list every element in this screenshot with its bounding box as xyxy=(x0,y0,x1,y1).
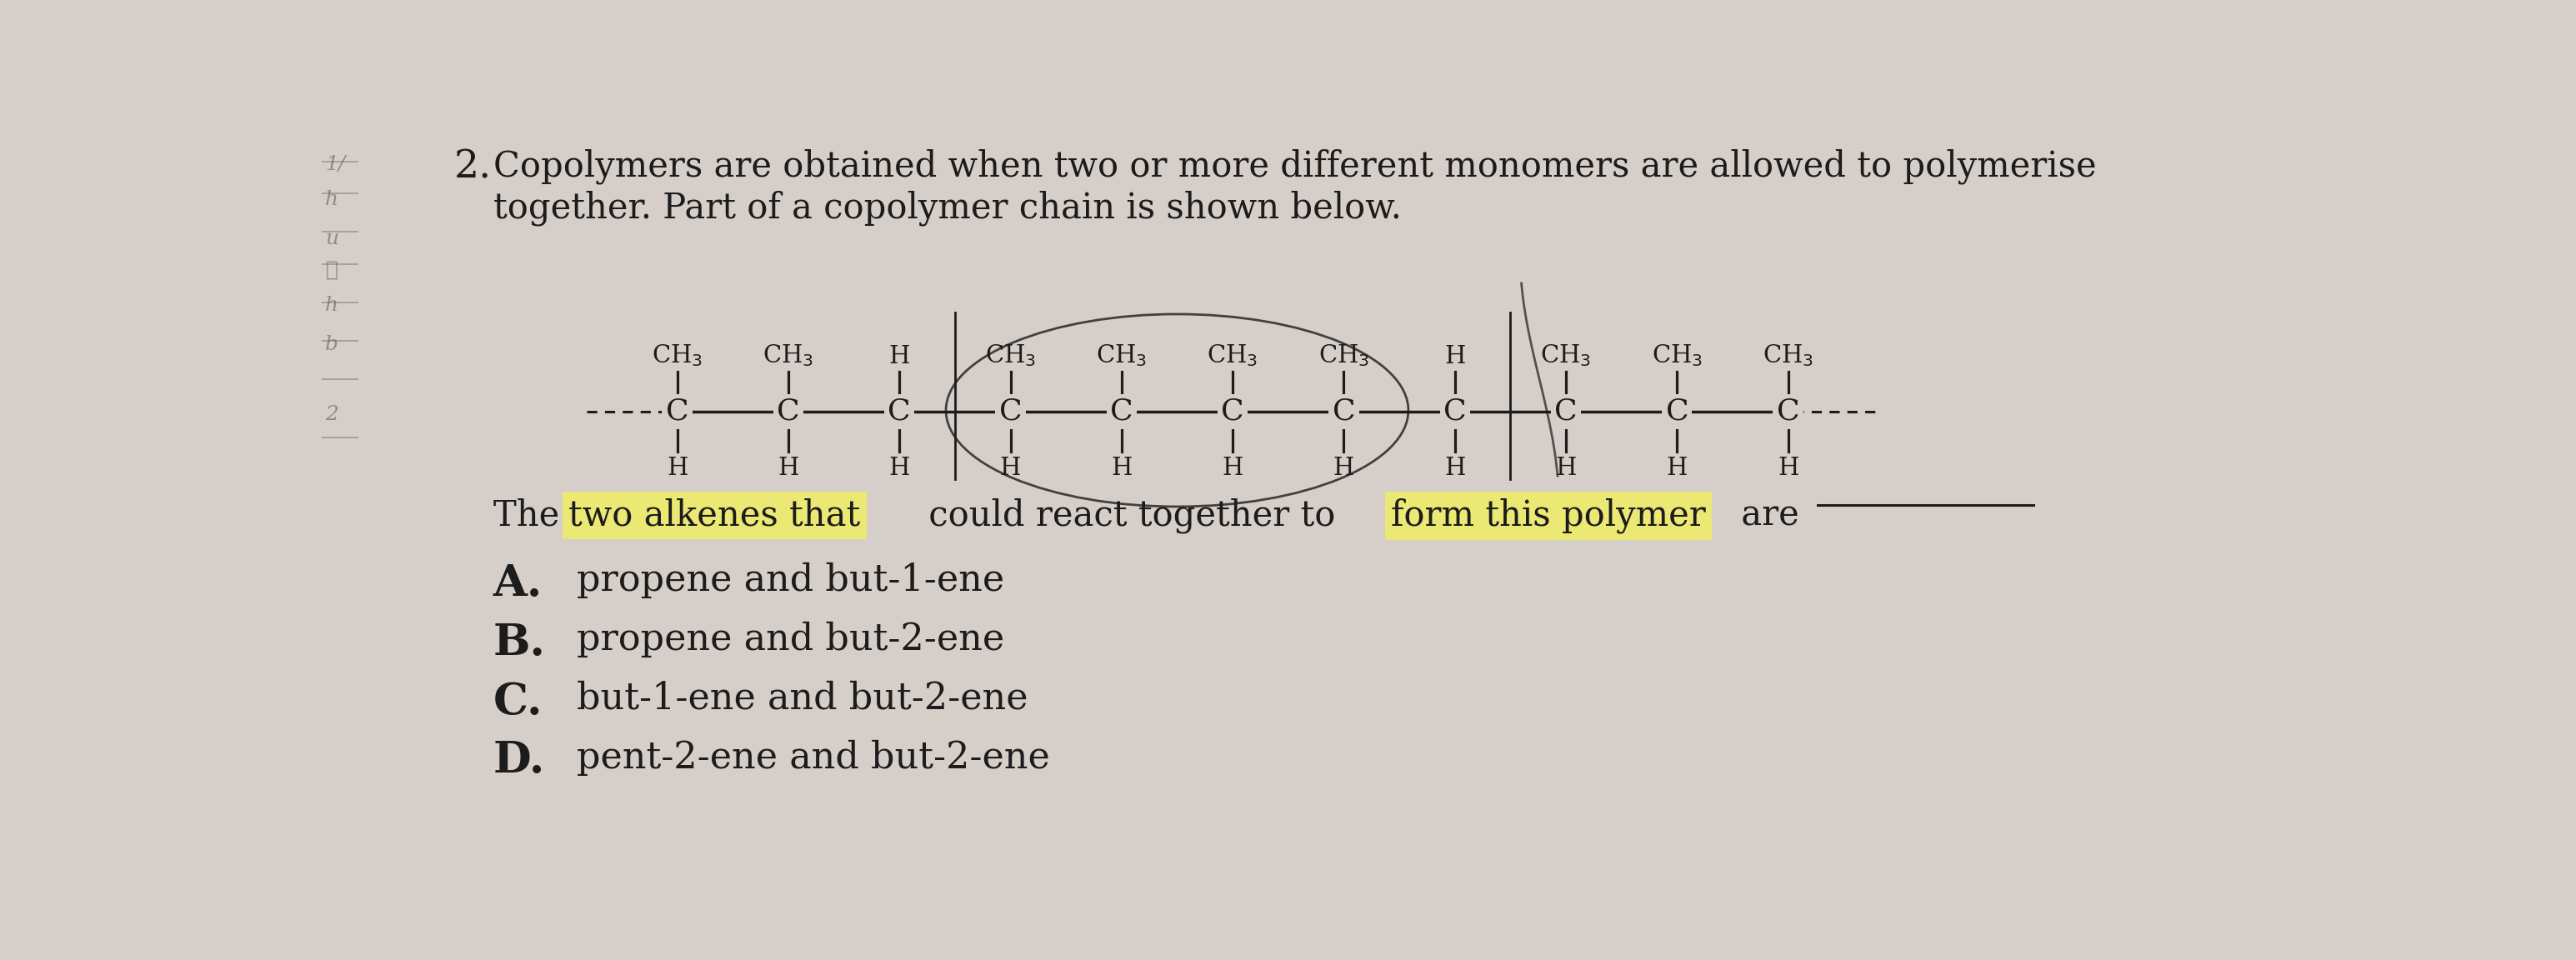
Text: D.: D. xyxy=(492,739,546,782)
Text: b: b xyxy=(325,335,337,354)
Text: CH$_3$: CH$_3$ xyxy=(652,343,703,368)
Text: CH$_3$: CH$_3$ xyxy=(1540,343,1592,368)
Text: H: H xyxy=(889,457,909,480)
Text: A.: A. xyxy=(492,563,544,605)
Text: H: H xyxy=(1334,457,1355,480)
Text: pent-2-ene and but-2-ene: pent-2-ene and but-2-ene xyxy=(577,739,1051,776)
Text: Copolymers are obtained when two or more different monomers are allowed to polym: Copolymers are obtained when two or more… xyxy=(492,149,2097,184)
Text: are: are xyxy=(1731,498,1798,533)
Text: two alkenes that: two alkenes that xyxy=(569,498,860,533)
Text: C: C xyxy=(665,397,688,426)
Text: could react together to: could react together to xyxy=(917,498,1347,534)
Text: H: H xyxy=(1556,457,1577,480)
Text: CH$_3$: CH$_3$ xyxy=(762,343,814,368)
Text: propene and but-2-ene: propene and but-2-ene xyxy=(577,621,1005,658)
Text: CH$_3$: CH$_3$ xyxy=(1651,343,1703,368)
Text: C: C xyxy=(1110,397,1133,426)
Text: C.: C. xyxy=(492,681,544,723)
Text: H: H xyxy=(1110,457,1133,480)
Text: C: C xyxy=(1667,397,1687,426)
Text: 2.: 2. xyxy=(453,149,492,186)
Text: H: H xyxy=(889,345,909,368)
Text: C: C xyxy=(999,397,1023,426)
Text: H: H xyxy=(1777,457,1798,480)
Text: C: C xyxy=(1777,397,1801,426)
Text: together. Part of a copolymer chain is shown below.: together. Part of a copolymer chain is s… xyxy=(492,190,1401,226)
Text: H: H xyxy=(1667,457,1687,480)
Text: H: H xyxy=(1445,457,1466,480)
Text: u: u xyxy=(325,228,337,248)
Text: ℓ: ℓ xyxy=(325,261,337,280)
Text: form this polymer: form this polymer xyxy=(1391,498,1705,534)
Text: h: h xyxy=(325,190,337,209)
Text: h: h xyxy=(325,296,337,315)
Text: The: The xyxy=(492,498,569,533)
Text: CH$_3$: CH$_3$ xyxy=(1762,343,1814,368)
Text: H: H xyxy=(999,457,1020,480)
Text: 2: 2 xyxy=(325,405,337,424)
Text: CH$_3$: CH$_3$ xyxy=(1208,343,1257,368)
Text: C: C xyxy=(1553,397,1577,426)
Text: CH$_3$: CH$_3$ xyxy=(1319,343,1370,368)
Text: B.: B. xyxy=(492,621,546,664)
Text: H: H xyxy=(1445,345,1466,368)
Text: C: C xyxy=(889,397,912,426)
Text: C: C xyxy=(778,397,799,426)
Text: but-1-ene and but-2-ene: but-1-ene and but-2-ene xyxy=(577,681,1028,716)
Text: H: H xyxy=(667,457,688,480)
Text: C: C xyxy=(1443,397,1466,426)
Text: CH$_3$: CH$_3$ xyxy=(1095,343,1146,368)
Text: C: C xyxy=(1332,397,1355,426)
Text: 1/: 1/ xyxy=(325,155,345,174)
Text: H: H xyxy=(778,457,799,480)
Text: CH$_3$: CH$_3$ xyxy=(984,343,1036,368)
Text: propene and but-1-ene: propene and but-1-ene xyxy=(577,563,1005,598)
Text: C: C xyxy=(1221,397,1244,426)
Text: H: H xyxy=(1221,457,1244,480)
